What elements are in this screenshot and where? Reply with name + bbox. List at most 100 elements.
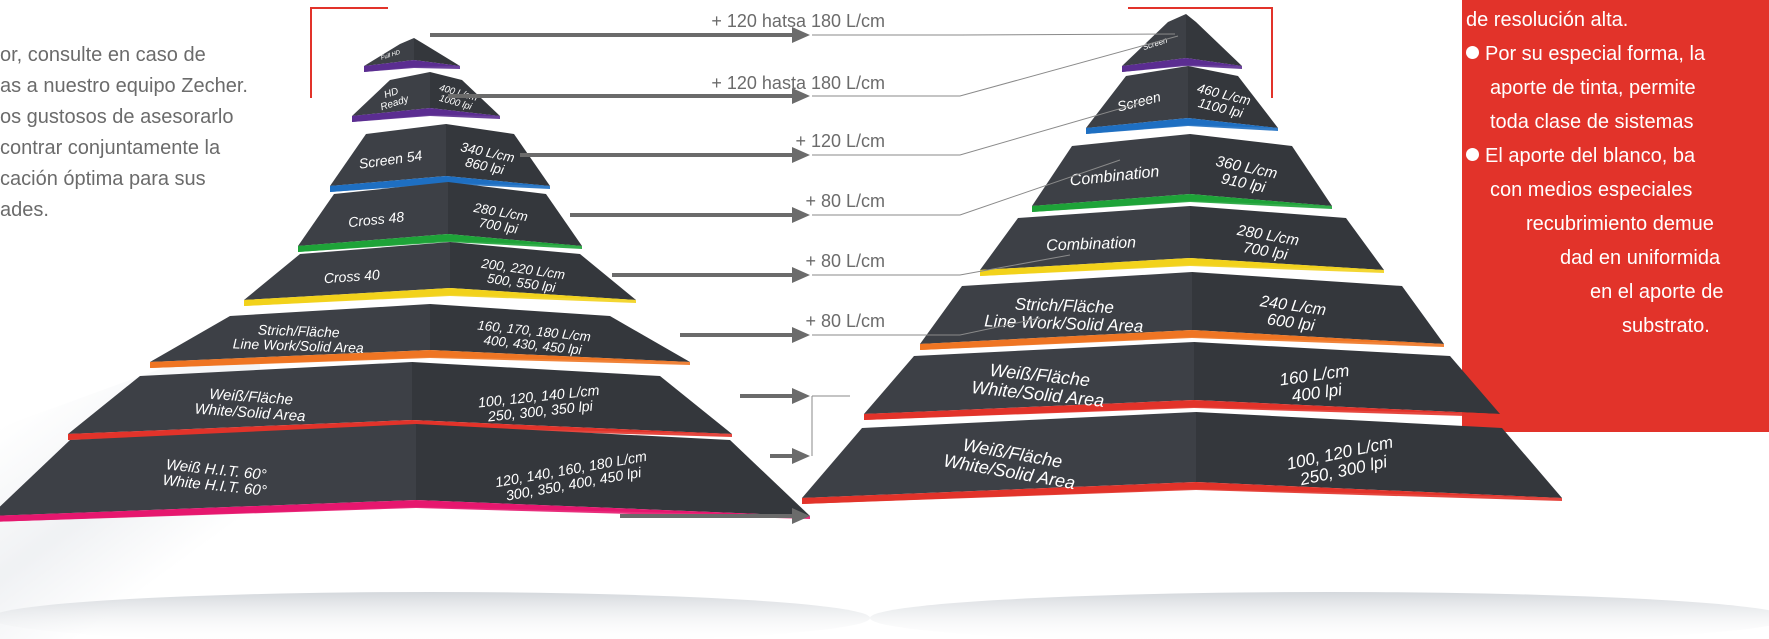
right-floor-shadow: [870, 592, 1769, 639]
left-floor-shadow: [0, 592, 870, 639]
feature-line: Por su especial forma, la: [1466, 38, 1705, 70]
tier-right-face: [1196, 412, 1562, 498]
tier-left-face: [364, 38, 414, 66]
feature-line: El aporte del blanco, ba: [1466, 140, 1695, 172]
feature-line: aporte de tinta, permite: [1490, 77, 1696, 99]
tier-right-face: [414, 38, 460, 66]
feature-line: dad en uniformida: [1560, 247, 1721, 269]
intro-line: os gustosos de asesorarlo: [0, 106, 234, 128]
connector-line: [812, 99, 1151, 156]
tier-name-line: Cross 48: [347, 208, 405, 230]
intro-line: cación óptima para sus: [0, 168, 206, 190]
tier-left-face: [1032, 134, 1190, 206]
tier-color-edge: [298, 235, 582, 252]
tier-name: Cross 40: [323, 266, 380, 286]
tier-left-face: [1086, 66, 1188, 128]
tier-right-face: [412, 362, 732, 434]
connector-line: [812, 159, 1121, 216]
feature-line: de resolución alta.: [1466, 9, 1629, 31]
pyramid-tier: Screen: [1122, 14, 1242, 72]
connectors: [430, 27, 1179, 524]
intro-paragraph: or, consulte en caso de as a nuestro equ…: [0, 40, 298, 226]
arrow-label: + 120 hatsa 180 L/cm: [711, 11, 885, 31]
tier-left-face: [864, 342, 1194, 414]
tier-color-edge: [802, 483, 1562, 504]
connector-line: [812, 254, 1071, 276]
tier-name: Strich/FlächeLine Work/Solid Area: [233, 321, 365, 356]
tier-color-edge: [244, 289, 636, 306]
intro-line: ades.: [0, 199, 49, 221]
tier-left-face: [980, 206, 1190, 270]
connector-arrowhead: [792, 147, 810, 163]
connector-line: [812, 317, 1041, 336]
connector-arrowhead: [792, 27, 810, 43]
tier-name-line: Combination: [1046, 234, 1136, 254]
tier-right-face: [1188, 66, 1278, 128]
tier-left-face: [68, 362, 412, 434]
tier-color-edge: [1122, 59, 1242, 72]
tier-right-face: [1186, 14, 1242, 66]
connector-arrowhead: [792, 207, 810, 223]
tier-right-face: [1192, 272, 1444, 344]
right-bracket: [1128, 7, 1273, 98]
arrow-label: + 120 hasta 180 L/cm: [711, 73, 885, 93]
arrow-label: + 80 L/cm: [805, 251, 885, 271]
pyramid-tier: Weiß H.I.T. 60°White H.I.T. 60° 120, 140,…: [0, 424, 810, 522]
tier-name: Combination: [1046, 234, 1136, 254]
intro-line: contrar conjuntamente la: [0, 137, 221, 159]
tier-color-edge: [980, 259, 1384, 276]
tier-right-face: [430, 304, 690, 362]
tier-left-face: [1122, 14, 1186, 66]
connector-arrowhead: [792, 267, 810, 283]
tier-left-face: [244, 242, 450, 300]
tier-right-face: [416, 424, 810, 516]
pyramid-tier: Full HD: [364, 38, 460, 72]
tier-right-face: [1194, 342, 1500, 414]
connector-line: [812, 35, 1179, 97]
pyramid-tier: Weiß/FlächeWhite/Solid Area 100, 120 L/cm…: [802, 412, 1562, 504]
tier-name: Weiß/FlächeWhite/Solid Area: [194, 385, 307, 425]
arrow-label: + 120 L/cm: [795, 131, 885, 151]
feature-line: con medios especiales: [1490, 179, 1693, 201]
tier-name: Strich/FlächeLine Work/Solid Area: [984, 294, 1144, 336]
tier-name-line: Weiß/Fläche: [209, 386, 294, 409]
feature-line: substrato.: [1622, 315, 1710, 337]
connector-arrowhead: [792, 448, 810, 464]
tier-left-face: [150, 304, 430, 362]
tier-name-line: Cross 40: [323, 266, 380, 286]
tier-right-face: [1190, 134, 1332, 206]
tier-spec-line: 700 lpi: [478, 215, 520, 237]
tier-left-face: [920, 272, 1192, 344]
tier-left-face: [298, 182, 448, 246]
tier-name: Cross 48: [347, 208, 405, 230]
tier-right-face: [446, 124, 550, 186]
tier-color-edge: [864, 401, 1500, 420]
connector-arrowhead: [792, 327, 810, 343]
pyramid-tier: Cross 40 200, 220 L/cm500, 550 lpi: [244, 242, 636, 306]
pyramid-tier: Combination 360 L/cm910 lpi: [1032, 134, 1332, 212]
feature-text: de resolución alta. Por su especial form…: [1466, 0, 1769, 432]
arrow-label: + 80 L/cm: [805, 311, 885, 331]
left-bracket: [310, 7, 388, 98]
pyramid-tier: Screen 54 340 L/cm860 lpi: [330, 124, 550, 192]
tier-name-line: Strich/Fläche: [1014, 295, 1114, 317]
tier-left-face: [352, 72, 430, 116]
tier-color-edge: [352, 109, 500, 122]
tier-left-face: [0, 424, 416, 516]
bullet-icon: [1466, 148, 1479, 161]
connector-line: [812, 33, 1176, 36]
tier-right-face: [1190, 206, 1384, 270]
feature-line: toda clase de sistemas: [1490, 111, 1694, 133]
tier-name-line: Strich/Fläche: [258, 322, 340, 341]
tier-color-edge: [920, 331, 1444, 350]
tier-color-edge: [150, 351, 690, 368]
tier-color-edge: [1032, 195, 1332, 212]
feature-line: en el aporte de: [1590, 281, 1724, 303]
